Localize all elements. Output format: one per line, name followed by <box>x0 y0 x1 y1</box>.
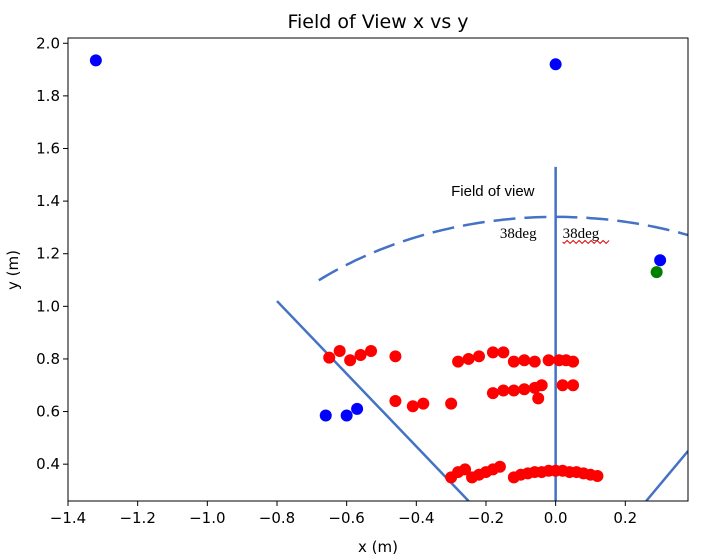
scatter-point <box>518 383 531 396</box>
scatter-point <box>567 355 580 368</box>
angle-annotation: 38deg <box>563 226 600 242</box>
spellcheck-underline <box>562 239 610 245</box>
scatter-point <box>459 463 472 476</box>
scatter-point <box>486 387 499 400</box>
y-tick-label: 1.2 <box>36 245 60 263</box>
plot-area <box>89 54 688 501</box>
scatter-point <box>535 379 548 392</box>
scatter-point <box>344 354 357 367</box>
scatter-point <box>528 355 541 368</box>
scatter-point <box>365 345 378 358</box>
scatter-point <box>549 58 562 71</box>
y-tick-label: 0.4 <box>36 455 60 473</box>
scatter-point <box>493 460 506 473</box>
scatter-point <box>507 355 520 368</box>
scatter-point <box>532 392 545 405</box>
x-tick-label: −0.4 <box>398 509 434 527</box>
scatter-point <box>486 346 499 359</box>
y-tick-label: 0.8 <box>36 350 60 368</box>
x-tick-label: 0.0 <box>544 509 568 527</box>
scatter-point <box>542 354 555 367</box>
scatter-point <box>497 384 510 397</box>
y-tick-label: 0.6 <box>36 403 60 421</box>
x-tick-label: −1.4 <box>50 509 86 527</box>
scatter-point <box>497 346 510 359</box>
x-axis: −1.4 −1.2 −1.0 −0.8 −0.6 −0.4 −0.2 0.0 0.2 <box>50 501 637 527</box>
y-tick-label: 2.0 <box>36 34 60 52</box>
x-tick-label: −0.8 <box>259 509 295 527</box>
scatter-point <box>462 352 475 365</box>
scatter-point <box>507 384 520 397</box>
scatter-point <box>333 345 346 358</box>
scatter-point <box>351 402 364 415</box>
scatter-point <box>389 395 402 408</box>
x-tick-label: −1.0 <box>189 509 225 527</box>
scatter-point <box>650 266 663 279</box>
scatter-point <box>354 348 367 361</box>
fov-right-line <box>645 450 688 501</box>
y-tick-label: 1.8 <box>36 87 60 105</box>
x-tick-label: 0.2 <box>613 509 637 527</box>
axes-frame <box>67 37 689 502</box>
scatter-point <box>417 397 430 410</box>
scatter-point <box>654 254 667 267</box>
x-tick-label: −1.2 <box>119 509 155 527</box>
scatter-point <box>389 350 402 363</box>
y-tick-label: 1.4 <box>36 192 60 210</box>
angle-annotation: 38deg <box>500 226 537 242</box>
fov-annotation: Field of view <box>451 183 535 200</box>
y-tick-label: 1.0 <box>36 297 60 315</box>
scatter-point <box>556 379 569 392</box>
y-tick-label: 1.6 <box>36 139 60 157</box>
scatter-point <box>473 350 486 363</box>
scatter-point <box>452 355 465 368</box>
scatter-point <box>591 470 604 483</box>
scatter-point <box>89 54 102 67</box>
x-tick-label: −0.2 <box>468 509 504 527</box>
scatter-point <box>518 354 531 367</box>
x-axis-label: x (m) <box>358 538 398 556</box>
chart-title: Field of View x vs y <box>287 11 468 33</box>
annotations: Field of view 38deg 38deg <box>451 183 610 245</box>
fov-left-line <box>276 300 470 501</box>
scatter-point <box>340 409 353 422</box>
scatter-point <box>406 400 419 413</box>
fov-arc <box>318 215 688 282</box>
y-axis-label: y (m) <box>4 250 22 290</box>
scatter-point <box>445 397 458 410</box>
scatter-point <box>319 409 332 422</box>
scatter-point <box>567 379 580 392</box>
x-tick-label: −0.6 <box>328 509 364 527</box>
y-axis: 0.4 0.6 0.8 1.0 1.2 1.4 1.6 1.8 2.0 <box>36 34 68 473</box>
scatter-point <box>323 351 336 364</box>
